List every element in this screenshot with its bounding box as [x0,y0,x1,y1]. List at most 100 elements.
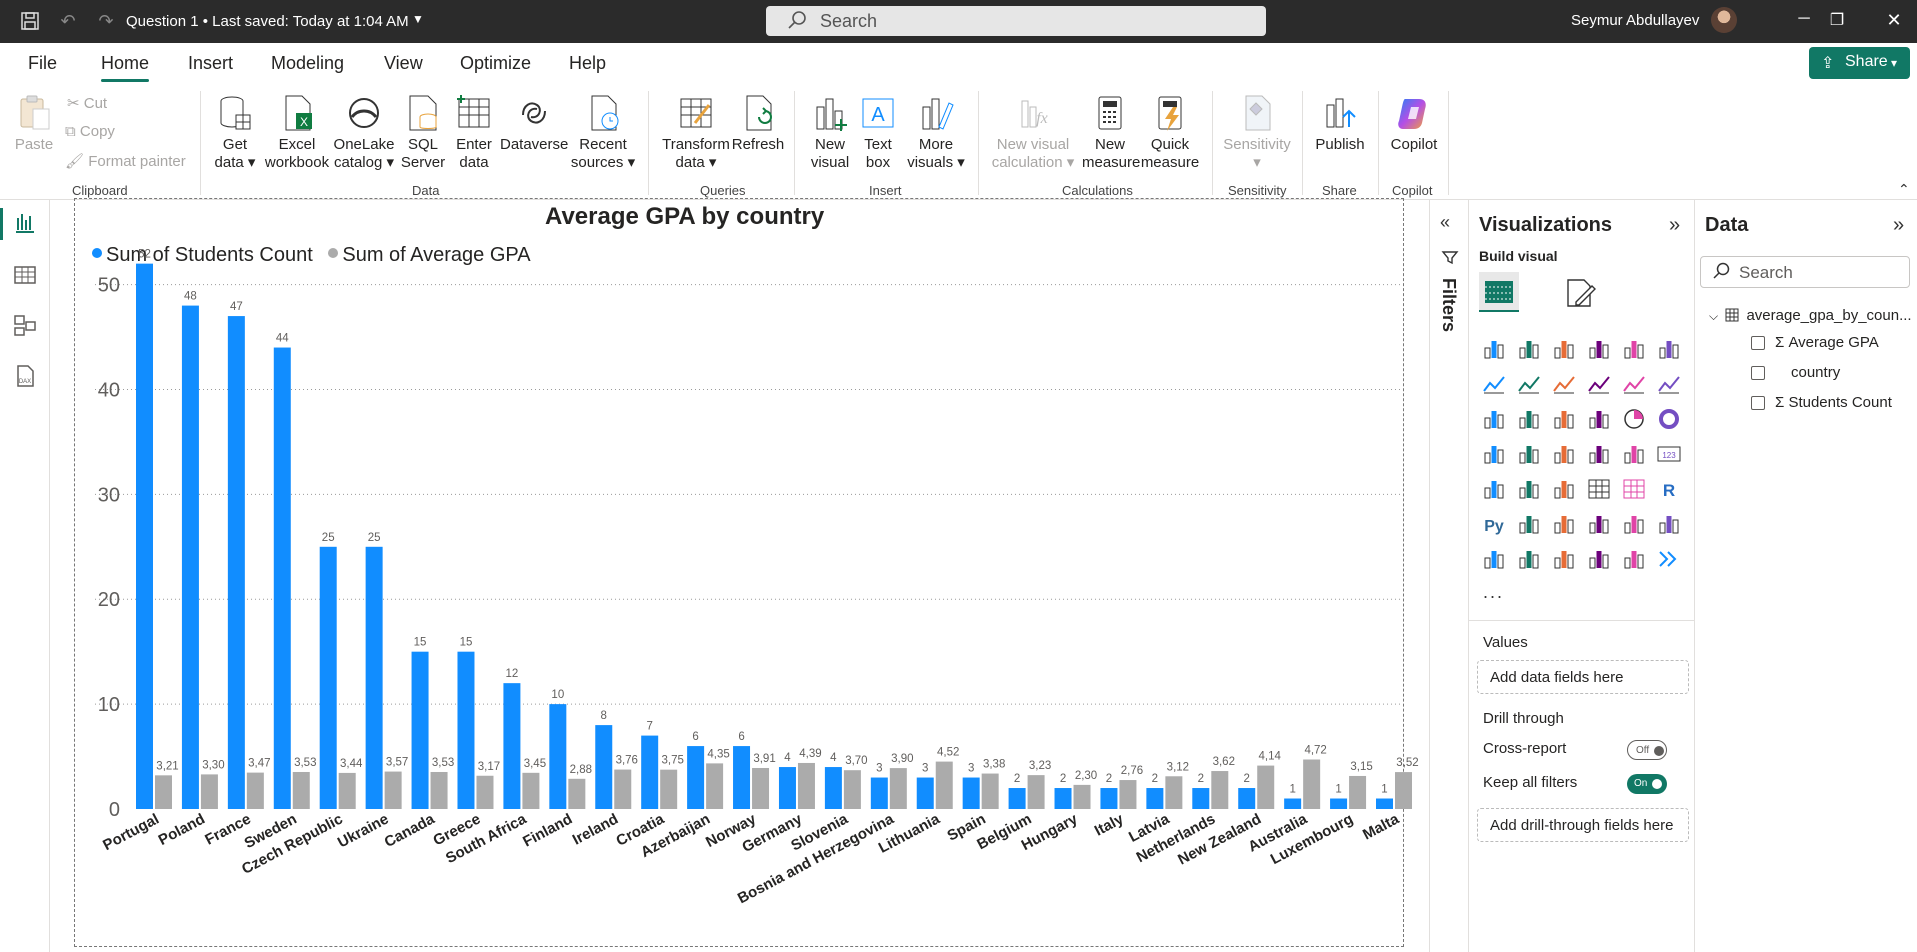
undo-icon[interactable]: ↶ [60,10,76,31]
menu-optimize[interactable]: Optimize [460,53,532,73]
expand-icon[interactable]: « [1440,212,1451,232]
onelake-catalog-button[interactable]: OneLake catalog ▾ [332,93,396,172]
new-visual-button[interactable]: New visual [806,93,854,172]
restore-icon[interactable]: ❐ [1829,12,1845,29]
copilot-button[interactable]: Copilot [1386,93,1442,154]
model-view-icon[interactable] [12,312,38,338]
azure-map-icon[interactable] [1586,441,1612,467]
r-script-visual-icon[interactable]: R [1656,476,1682,502]
slicer-icon[interactable] [1551,476,1577,502]
stacked-bar-chart-icon[interactable] [1481,336,1507,362]
close-icon[interactable]: ✕ [1886,10,1902,30]
qa-visual-icon[interactable] [1586,511,1612,537]
transform-data-button[interactable]: Transform data ▾ [660,93,732,172]
field-checkbox[interactable] [1751,396,1765,410]
menu-file[interactable]: File [28,53,58,73]
enter-data-button[interactable]: Enter data [450,93,498,172]
stacked-column-chart-icon[interactable] [1516,336,1542,362]
excel-workbook-button[interactable]: X Excel workbook [262,93,332,172]
clustered-column-chart-icon[interactable] [1586,336,1612,362]
paste-button[interactable]: Paste [12,93,56,154]
kpi-icon[interactable] [1516,476,1542,502]
line-and-clustered-column-chart-icon[interactable] [1656,371,1682,397]
100-stacked-bar-chart-icon[interactable] [1621,336,1647,362]
new-visual-calculation-button[interactable]: fx New visual calculation ▾ [988,93,1078,172]
field-country[interactable]: country [1791,364,1840,381]
sql-server-button[interactable]: SQL Server [398,93,448,172]
global-search[interactable]: Search [766,6,1266,36]
gauge-icon[interactable] [1621,441,1647,467]
map-icon[interactable] [1516,441,1542,467]
menu-home[interactable]: Home [101,53,150,73]
funnel-chart-icon[interactable] [1551,406,1577,432]
smart-narrative-icon[interactable] [1621,511,1647,537]
share-button[interactable]: ⇪ Share ▾ [1809,47,1910,79]
dataverse-button[interactable]: Dataverse [500,93,568,154]
decomposition-tree-icon[interactable] [1551,511,1577,537]
waterfall-chart-icon[interactable] [1516,406,1542,432]
build-visual-tab[interactable] [1479,272,1519,312]
new-slicer-icon[interactable] [1551,546,1577,572]
table-view-icon[interactable] [12,262,38,288]
collapse-icon[interactable]: » [1893,214,1905,236]
collapse-ribbon-icon[interactable]: ⌃ [1898,181,1910,197]
field-students-count[interactable]: Σ Students Count [1775,394,1892,411]
drill-through-drop-zone[interactable]: Add drill-through fields here [1477,808,1689,842]
chevron-down-icon[interactable]: ▼ [412,12,424,26]
key-influencers-icon[interactable] [1516,511,1542,537]
card-icon[interactable]: 123 [1656,441,1682,467]
clustered-bar-chart-icon[interactable] [1551,336,1577,362]
more-visuals-button[interactable]: More visuals ▾ [906,93,966,172]
multi-row-card-icon[interactable] [1481,476,1507,502]
more-visuals-icon[interactable] [1656,546,1682,572]
quick-measure-button[interactable]: Quick measure [1140,93,1200,172]
chart-legend[interactable]: Sum of Students Count Sum of Average GPA [92,244,531,267]
donut-chart-icon[interactable] [1656,406,1682,432]
line-and-stacked-column-chart-icon[interactable] [1621,371,1647,397]
sensitivity-button[interactable]: Sensitivity ▾ [1220,93,1294,172]
save-icon[interactable] [18,9,42,33]
filters-pane-collapsed[interactable]: « Filters [1429,200,1469,952]
collapse-icon[interactable]: » [1669,214,1681,236]
user-name[interactable]: Seymur Abdullayev [1571,12,1700,29]
refresh-button[interactable]: Refresh [730,93,786,154]
avatar[interactable] [1711,7,1737,33]
area-chart-icon[interactable] [1516,371,1542,397]
menu-modeling[interactable]: Modeling [271,53,345,73]
table-node[interactable]: ⌵ average_gpa_by_coun... [1709,306,1912,324]
redo-icon[interactable]: ↷ [98,10,114,31]
report-view-icon[interactable] [12,210,38,236]
trophy-metrics-icon[interactable] [1656,511,1682,537]
paginated-report-icon[interactable] [1481,546,1507,572]
filled-map-icon[interactable] [1551,441,1577,467]
100-stacked-area-chart-icon[interactable] [1586,371,1612,397]
format-painter-button[interactable]: 🖌 Format painter [65,152,186,170]
treemap-icon[interactable] [1481,441,1507,467]
new-measure-button[interactable]: New measure [1082,93,1140,172]
field-average-gpa[interactable]: Σ Average GPA [1775,334,1879,351]
menu-insert[interactable]: Insert [188,53,234,73]
ribbon-chart-icon[interactable] [1481,406,1507,432]
text-box-button[interactable]: A Text box [856,93,900,172]
cut-button[interactable]: ✂ Cut [67,94,107,112]
100-stacked-column-chart-icon[interactable] [1656,336,1682,362]
field-checkbox[interactable] [1751,336,1765,350]
chart-visual[interactable] [74,198,1404,947]
scatter-chart-icon[interactable] [1586,406,1612,432]
recent-sources-button[interactable]: Recent sources ▾ [570,93,636,172]
menu-help[interactable]: Help [569,53,607,73]
format-visual-icon[interactable] [1564,276,1598,308]
copy-button[interactable]: ⧉ Copy [65,123,115,140]
python-visual-icon[interactable]: Py [1481,511,1507,537]
values-drop-zone[interactable]: Add data fields here [1477,660,1689,694]
power-automate-icon[interactable] [1621,546,1647,572]
matrix-icon[interactable] [1621,476,1647,502]
field-checkbox[interactable] [1751,366,1765,380]
minimize-icon[interactable]: ─ [1798,10,1810,27]
publish-button[interactable]: Publish [1310,93,1370,154]
pie-chart-icon[interactable] [1621,406,1647,432]
table-icon[interactable] [1586,476,1612,502]
dax-query-view-icon[interactable]: DAX [12,363,38,389]
get-data-button[interactable]: Get data ▾ [208,93,262,172]
powerapps-icon[interactable] [1586,546,1612,572]
